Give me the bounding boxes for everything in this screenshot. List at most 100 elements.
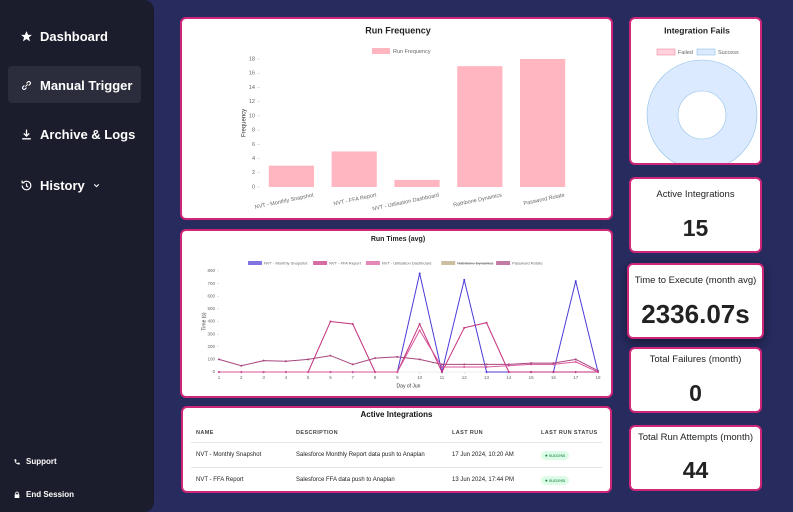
y-tick-label: 8 (252, 128, 255, 134)
nav-item[interactable]: Dashboard (20, 29, 108, 44)
y-tick-label: 700 (207, 281, 215, 286)
legend-swatch (441, 261, 456, 265)
nav-item[interactable]: History (20, 178, 101, 193)
point (530, 362, 533, 365)
point (351, 371, 354, 373)
point (440, 365, 443, 368)
point (351, 363, 354, 366)
point (463, 365, 466, 368)
donut-outline (677, 90, 727, 140)
table-title: Active Integrations (360, 410, 433, 419)
y-tick-label: 300 (207, 331, 215, 336)
nav-label[interactable]: Archive & Logs (40, 127, 136, 142)
stat-value: 15 (682, 215, 709, 241)
y-tick-label: 16 (249, 71, 255, 77)
legend-label: Password Rotate (512, 261, 543, 266)
chart-title: Run Times (avg) (371, 236, 425, 243)
y-tick-label: 500 (207, 306, 215, 311)
table-card: Active Integrations NAME DESCRIPTION LAS… (181, 406, 612, 493)
footer-label[interactable]: End Session (26, 490, 75, 499)
series-line (218, 355, 599, 372)
footer-item[interactable]: Support (13, 457, 57, 466)
series-line (219, 329, 599, 373)
x-tick-label: Password Rotate (523, 193, 565, 208)
nav-label[interactable]: Dashboard (40, 29, 108, 44)
legend-swatch (248, 261, 262, 265)
nav-item[interactable]: Archive & Logs (20, 127, 135, 142)
stat-value: 2336.07s (641, 299, 750, 329)
x-tick-label: 17 (573, 375, 579, 380)
legend-label: Success (718, 50, 739, 56)
point (307, 358, 310, 361)
bar (394, 179, 440, 187)
nav-item[interactable]: Manual Trigger (20, 78, 132, 93)
bar (457, 66, 503, 187)
legend-label: Run Frequency (393, 49, 431, 55)
legend-swatch (496, 261, 511, 265)
point (463, 326, 466, 329)
point (574, 280, 577, 283)
nav-label[interactable]: History (40, 178, 85, 193)
x-tick-label: Rathbone Dynamics (453, 192, 503, 208)
point (396, 371, 399, 373)
bar (331, 151, 377, 187)
point (262, 359, 265, 362)
x-tick-label: NVT - Monthly Snapshot (254, 192, 314, 210)
x-tick-label: 6 (329, 375, 332, 380)
cell: 17 Jun 2024, 10:20 AM (452, 452, 514, 458)
y-tick-label: 4 (252, 156, 255, 162)
point (351, 323, 354, 326)
row-divider (191, 442, 602, 443)
point (463, 278, 466, 281)
nav-label[interactable]: Manual Trigger (40, 78, 133, 93)
stat-card: Time to Execute (month avg) 2336.07s (627, 263, 764, 339)
point (329, 371, 332, 373)
point (329, 354, 332, 357)
x-tick-label: 14 (506, 375, 512, 380)
cell: NVT - FFA Report (196, 477, 244, 483)
x-tick-label: 10 (417, 375, 423, 380)
stat-label: Active Integrations (656, 189, 735, 200)
x-tick-label: 5 (307, 375, 310, 380)
point (574, 371, 577, 373)
row-divider (191, 467, 602, 468)
legend-swatch (313, 261, 328, 265)
stat-label: Total Run Attempts (month) (637, 432, 754, 443)
legend-label: Failed (678, 50, 693, 56)
stat-label: Total Failures (month) (649, 354, 742, 365)
x-tick-label: 15 (529, 375, 535, 380)
y-tick-label: 100 (207, 357, 215, 362)
point (396, 355, 399, 358)
cell: NVT - Monthly Snapshot (196, 452, 262, 458)
y-tick-label: 0 (252, 184, 255, 190)
y-tick-label: 2 (252, 170, 255, 176)
status-text: success (548, 478, 566, 483)
pie-card: Integration Fails Failed Success (629, 17, 762, 165)
point (307, 371, 310, 373)
pie-chart: Integration Fails Failed Success (646, 25, 758, 163)
footer-item[interactable]: End Session (13, 490, 74, 499)
stat-label: Time to Execute (month avg) (634, 275, 757, 286)
bar-chart: Run Frequency Run Frequency Frequency 0 2 4 6 8… (242, 25, 566, 212)
stat-value: 44 (682, 457, 709, 483)
donut-outline (646, 59, 758, 163)
x-tick-label: 18 (595, 375, 601, 380)
bar (268, 165, 315, 187)
stat-card: Total Run Attempts (month) 44 (629, 425, 762, 491)
y-tick-label: 0 (212, 369, 215, 374)
footer-label[interactable]: Support (26, 457, 57, 466)
point (507, 371, 510, 373)
cell: Salesforce FFA data push to Anaplan (296, 477, 395, 483)
x-axis-label: Day of Jun (397, 383, 421, 389)
point (418, 323, 421, 326)
cell: Salesforce Monthly Report data push to A… (296, 452, 425, 458)
stat-value: 0 (689, 380, 702, 406)
point (218, 358, 220, 361)
point (374, 371, 377, 373)
point (262, 371, 265, 373)
point (418, 272, 421, 275)
point (440, 371, 443, 373)
legend-swatch (372, 48, 390, 54)
x-tick-label: 2 (240, 375, 243, 380)
x-tick-label: 11 (440, 375, 445, 380)
